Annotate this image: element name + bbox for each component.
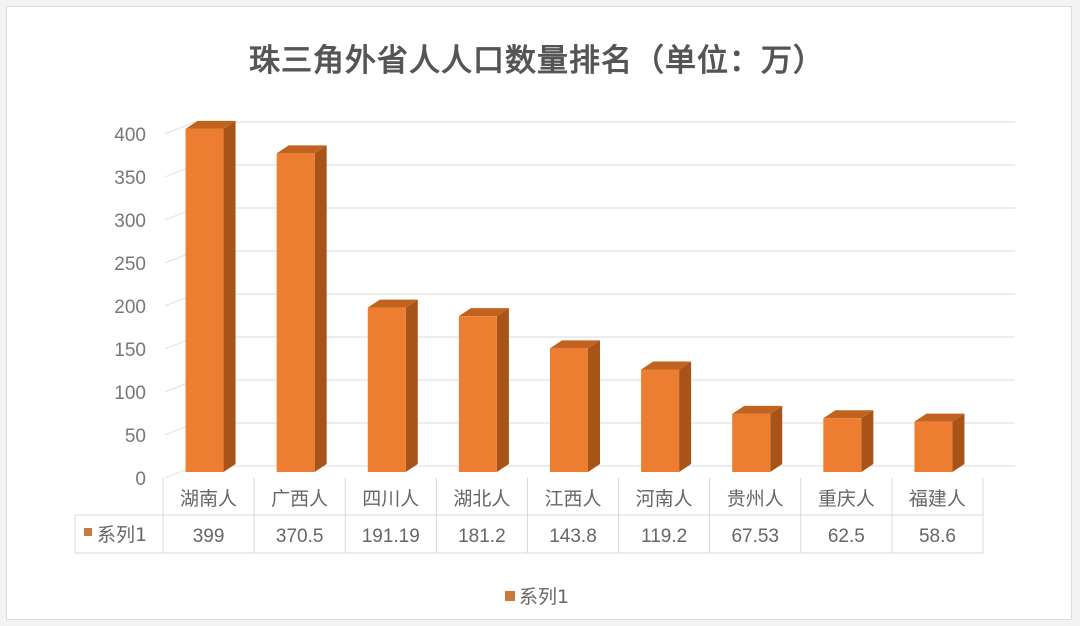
y-tick-label: 150 bbox=[114, 340, 146, 361]
chart-container: 珠三角外省人人口数量排名（单位：万） bbox=[6, 6, 1072, 620]
bar-top bbox=[732, 405, 783, 414]
bar-湖北人 bbox=[458, 316, 497, 472]
bar-top bbox=[185, 120, 236, 129]
bar-side bbox=[679, 361, 692, 472]
bar-side bbox=[770, 405, 783, 472]
data-table-value: 67.53 bbox=[731, 526, 779, 547]
y-tick-label: 250 bbox=[114, 254, 146, 275]
bar-top bbox=[914, 413, 965, 422]
y-tick-label: 50 bbox=[125, 426, 146, 447]
y-tick-label: 200 bbox=[114, 297, 146, 318]
bar-side bbox=[223, 120, 236, 473]
series-swatch-icon bbox=[84, 528, 92, 536]
x-category-label: 湖北人 bbox=[453, 488, 510, 510]
legend-label: 系列1 bbox=[519, 586, 570, 608]
y-tick-label: 300 bbox=[114, 211, 146, 232]
data-table-value: 58.6 bbox=[919, 526, 956, 547]
bar-top bbox=[276, 145, 327, 154]
data-table-value: 62.5 bbox=[828, 526, 865, 547]
bar-贵州人 bbox=[732, 413, 771, 472]
x-category-label: 江西人 bbox=[544, 488, 601, 510]
series-label: 系列1 bbox=[97, 524, 147, 546]
data-table-value: 191.19 bbox=[362, 526, 420, 547]
x-category-label: 贵州人 bbox=[727, 488, 784, 510]
bar-湖南人 bbox=[185, 128, 224, 473]
bar-top bbox=[550, 340, 600, 349]
bar-广西人 bbox=[276, 153, 315, 472]
x-category-label: 湖南人 bbox=[180, 488, 237, 510]
x-category-label: 河南人 bbox=[636, 488, 693, 510]
y-tick-label: 400 bbox=[114, 125, 146, 146]
gridline-depth bbox=[164, 121, 196, 135]
bar-top bbox=[458, 308, 509, 317]
data-table-value: 399 bbox=[193, 526, 225, 547]
bar-四川人 bbox=[367, 307, 406, 472]
data-table-value: 143.8 bbox=[549, 526, 597, 547]
y-tick-label: 350 bbox=[114, 168, 146, 189]
x-category-label: 福建人 bbox=[909, 488, 966, 510]
bar-side bbox=[496, 308, 509, 472]
chart-title: 珠三角外省人人口数量排名（单位：万） bbox=[249, 43, 825, 79]
bar-side bbox=[588, 340, 600, 472]
bar-side bbox=[405, 299, 418, 472]
legend-swatch-icon bbox=[505, 590, 515, 601]
bar-top bbox=[641, 361, 692, 370]
y-tick-label: 100 bbox=[114, 383, 146, 404]
bar-side bbox=[314, 145, 327, 472]
data-table-value: 181.2 bbox=[458, 526, 506, 547]
x-category-label: 广西人 bbox=[271, 488, 328, 510]
bar-top bbox=[823, 410, 874, 419]
bar-side bbox=[861, 410, 874, 472]
x-category-label: 重庆人 bbox=[818, 488, 875, 510]
y-tick-label: 0 bbox=[135, 469, 146, 490]
data-table-value: 370.5 bbox=[276, 526, 324, 547]
bar-河南人 bbox=[641, 369, 680, 472]
chart-legend: 系列1 bbox=[505, 582, 569, 609]
bar-江西人 bbox=[550, 348, 588, 472]
bar-side bbox=[952, 413, 965, 472]
bar-福建人 bbox=[914, 421, 953, 472]
data-table-value: 119.2 bbox=[641, 526, 687, 547]
bar-重庆人 bbox=[823, 418, 862, 472]
bar-top bbox=[367, 299, 418, 308]
x-category-label: 四川人 bbox=[362, 488, 419, 510]
